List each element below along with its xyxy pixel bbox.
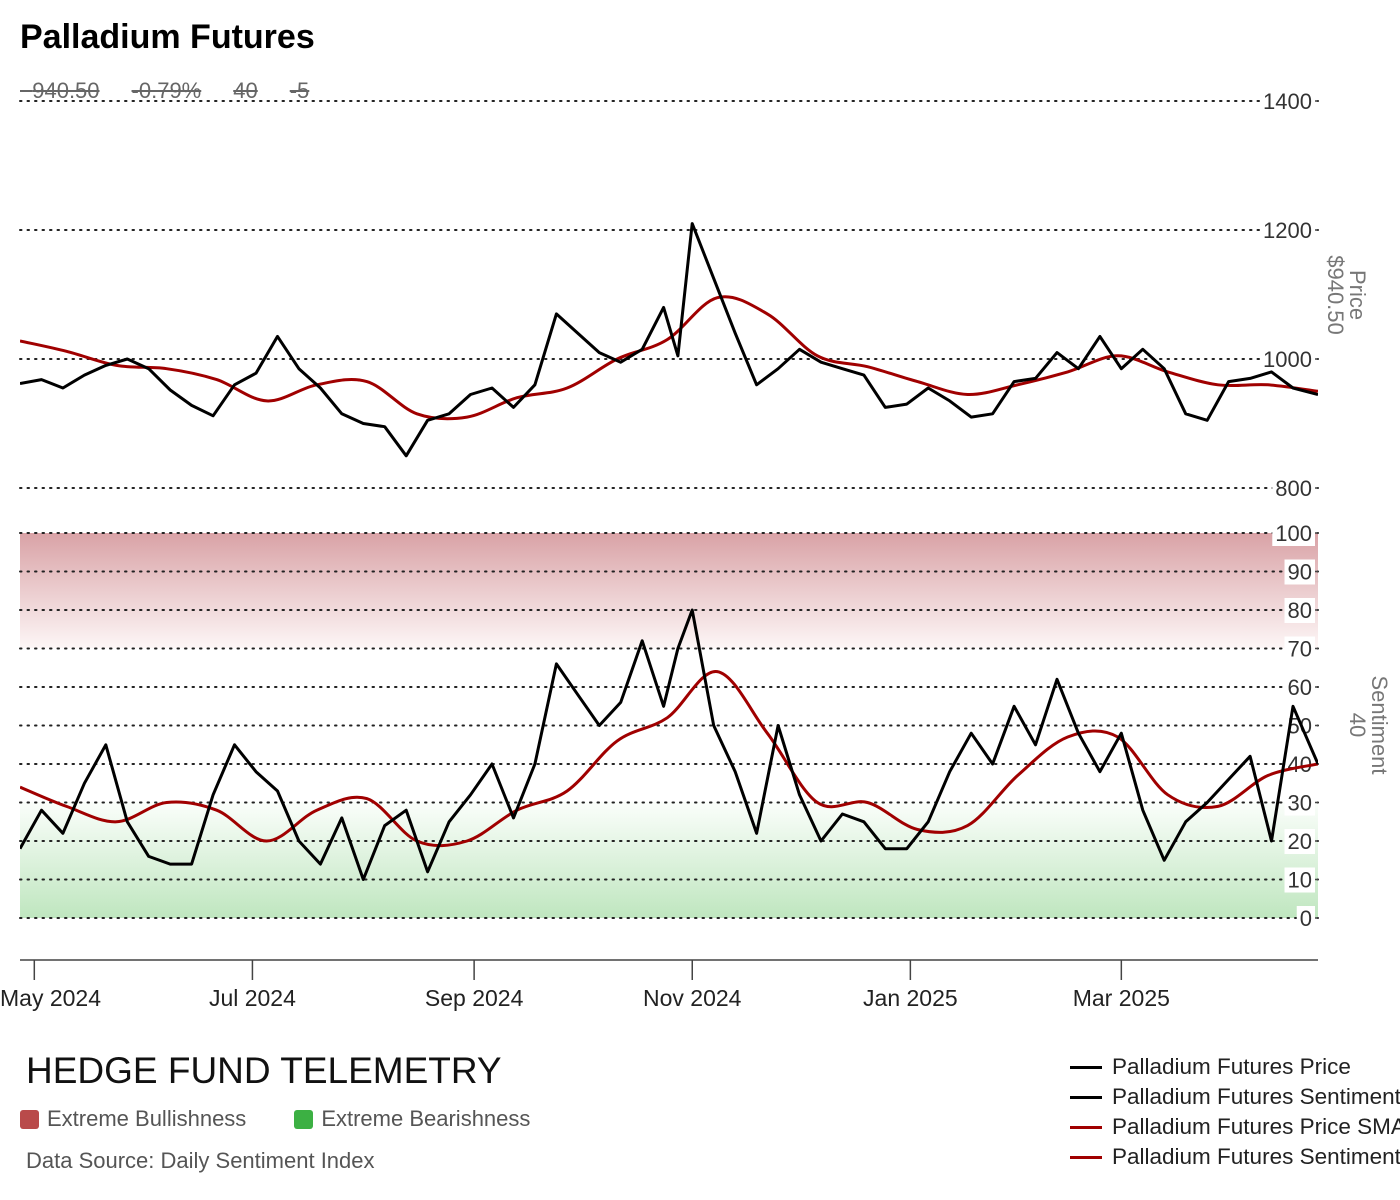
palladium-futures-sentiment-sma-line [20, 670, 1318, 848]
x-tick-label: Sep 2024 [425, 985, 524, 1011]
zone-legend-bullish: Extreme Bullishness [20, 1106, 246, 1132]
sentiment-axis-value: 40 [1345, 713, 1370, 737]
series-legend: Palladium Futures Price Palladium Future… [1070, 1052, 1400, 1172]
chart-title: Palladium Futures [20, 18, 315, 56]
x-tick-label: May 2024 [0, 985, 101, 1011]
legend-line [1070, 1125, 1102, 1129]
x-tick-label: Jul 2024 [209, 985, 296, 1011]
brand-name: HEDGE FUND TELEMETRY [26, 1050, 502, 1091]
y-tick-label: 20 [1288, 829, 1312, 854]
y-tick-label-bg [1284, 559, 1315, 585]
y-tick-label: 1200 [1263, 218, 1312, 243]
price-axis-value: $940.50 [1323, 255, 1348, 335]
legend-line [1070, 1065, 1102, 1069]
y-tick-label: 1000 [1263, 347, 1312, 372]
percent-change: -0.79% [131, 78, 202, 103]
palladium-futures-price-line [20, 222, 1318, 458]
legend-label: Palladium Futures Sentiment [1112, 1084, 1400, 1109]
y-tick-label-bg [1284, 790, 1315, 816]
y-tick-label: 100 [1275, 521, 1312, 546]
grid-lines [19, 100, 1319, 919]
y-tick-label-bg [1284, 636, 1315, 662]
y-tick-label: 60 [1288, 675, 1312, 700]
data-source: Data Source: Daily Sentiment Index [26, 1148, 375, 1173]
x-axis: May 2024 Jul 2024 Sep 2024 Nov 2024 Jan 2025… [0, 960, 1170, 1011]
bearish-swatch [294, 1109, 314, 1129]
y-tick-label-bg [1260, 89, 1315, 114]
palladium-futures-sentiment-line [20, 608, 1318, 881]
legend-label: Palladium Futures Price SMA [1112, 1114, 1400, 1139]
y-tick-label-bg [1272, 521, 1315, 546]
y-tick-label-bg [1284, 829, 1315, 854]
bearish-zone [20, 802, 1318, 918]
x-tick-label: Jan 2025 [863, 985, 958, 1011]
palladium-futures-price-sma-line [20, 295, 1318, 421]
sentiment-value: 40 [233, 78, 258, 103]
y-tick-label-bg [1296, 906, 1315, 931]
legend-label: Palladium Futures Price [1112, 1054, 1351, 1079]
y-tick-label: 0 [1300, 906, 1312, 931]
legend-item-price[interactable]: Palladium Futures Price [1070, 1052, 1400, 1082]
y-tick-label-bg [1260, 218, 1315, 243]
legend-label: Palladium Futures Sentiment SMA [1112, 1144, 1400, 1169]
y-tick-label-bg [1284, 867, 1315, 893]
zone-legend: Extreme Bullishness Extreme Bearishness [20, 1106, 530, 1132]
bullish-zone [20, 533, 1318, 648]
y-tick-label-bg [1260, 347, 1315, 372]
y-tick-label: 800 [1275, 476, 1312, 501]
sentiment-axis-title: Sentiment [1367, 675, 1392, 774]
y-tick-label: 70 [1288, 637, 1312, 662]
header-stats: 940.50 -0.79% 40 -5 [20, 52, 341, 104]
bearish-label: Extreme Bearishness [321, 1106, 531, 1131]
legend-item-sentiment[interactable]: Palladium Futures Sentiment [1070, 1082, 1400, 1112]
series-lines [20, 222, 1318, 881]
price-axis-title: Price [1345, 270, 1370, 320]
y-tick-label: 80 [1288, 598, 1312, 623]
y-tick-label-bg [1284, 598, 1315, 623]
y-tick-label: 90 [1288, 560, 1312, 585]
last-price: 940.50 [32, 78, 100, 103]
y-tick-label: 1400 [1263, 89, 1312, 114]
x-tick-label: Mar 2025 [1073, 985, 1170, 1011]
legend-line [1070, 1155, 1102, 1159]
zone-legend-bearish: Extreme Bearishness [294, 1106, 530, 1132]
bullish-swatch [20, 1109, 39, 1129]
bullish-label: Extreme Bullishness [47, 1106, 247, 1131]
y-tick-label-bg [1284, 675, 1315, 700]
legend-item-sentiment-sma[interactable]: Palladium Futures Sentiment SMA [1070, 1142, 1400, 1172]
y-tick-label-bg [1272, 476, 1315, 501]
legend-item-price-sma[interactable]: Palladium Futures Price SMA [1070, 1112, 1400, 1142]
sentiment-change: -5 [289, 78, 310, 103]
y-tick-label: 30 [1288, 791, 1312, 816]
y-tick-label: 10 [1288, 868, 1312, 893]
x-tick-label: Nov 2024 [643, 985, 742, 1011]
legend-line [1070, 1095, 1102, 1099]
